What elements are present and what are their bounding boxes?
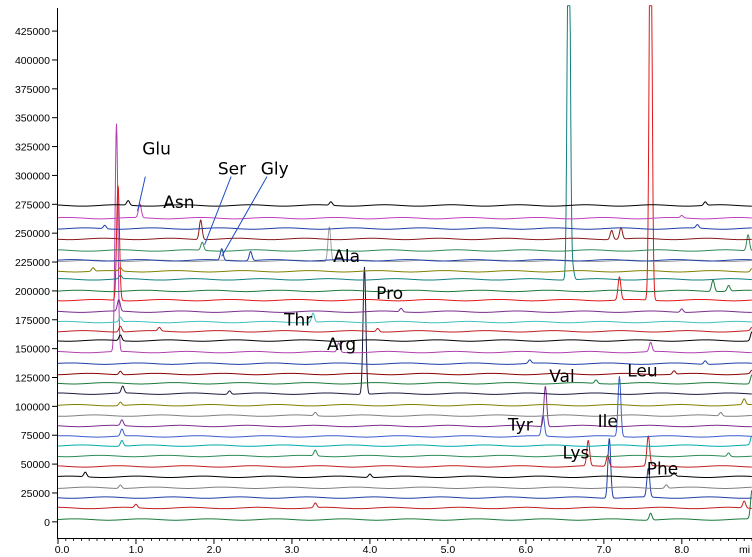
series-line xyxy=(57,219,752,241)
series-line xyxy=(57,312,752,324)
series-line xyxy=(57,266,752,395)
peak-label-glu: Glu xyxy=(142,140,171,160)
y-tick-label: 50000 xyxy=(21,459,50,471)
series-line xyxy=(57,375,752,438)
leader-line xyxy=(204,176,232,245)
peak-label-lys: Lys xyxy=(563,443,590,463)
y-tick-label: 300000 xyxy=(15,170,50,182)
series-line xyxy=(57,359,752,365)
series-line xyxy=(57,325,752,333)
x-tick-label: 8.0 xyxy=(675,544,690,556)
y-tick-label: 325000 xyxy=(15,142,50,154)
y-tick-label: 25000 xyxy=(21,488,50,500)
x-tick-label: 3.0 xyxy=(285,544,300,556)
y-tick-label: 75000 xyxy=(21,430,50,442)
series-line xyxy=(57,200,752,207)
y-tick-label: 0 xyxy=(44,517,50,529)
y-tick-label: 250000 xyxy=(15,228,50,240)
series-line xyxy=(57,203,752,220)
peak-label-gly: Gly xyxy=(261,159,289,179)
labels-layer: Glu Asn Ser Gly Ala Pro Thr Arg Val Leu Tyr Ile Lys P… xyxy=(142,140,678,480)
y-tick-label: 200000 xyxy=(15,286,50,298)
y-tick-label: 100000 xyxy=(15,401,50,413)
x-tick-label: 1.0 xyxy=(129,544,144,556)
x-tick-label: 5.0 xyxy=(441,544,456,556)
x-tick-label: 7.0 xyxy=(597,544,612,556)
series-line xyxy=(57,299,752,313)
series-line xyxy=(57,490,752,521)
peak-label-pro: Pro xyxy=(376,284,403,304)
peak-label-phe: Phe xyxy=(647,459,679,479)
x-tick-label: 2.0 xyxy=(207,544,222,556)
peak-label-arg: Arg xyxy=(327,335,356,355)
leader-layer xyxy=(137,176,268,257)
peak-label-tyr: Tyr xyxy=(507,416,533,436)
axes-layer xyxy=(57,8,752,539)
y-tick-label: 350000 xyxy=(15,113,50,125)
y-tick-label: 225000 xyxy=(15,257,50,269)
series-line xyxy=(57,374,752,385)
series-line xyxy=(57,449,752,458)
series-line xyxy=(57,5,752,281)
peak-label-thr: Thr xyxy=(283,311,312,331)
series-line xyxy=(57,500,752,510)
series-line xyxy=(57,5,752,302)
series-line xyxy=(57,471,752,478)
y-tick-label: 125000 xyxy=(15,372,50,384)
ticks-layer: 0 25000 50000 75000 100000 125000 150000 175000… xyxy=(15,26,752,556)
x-axis-unit-label: mi xyxy=(739,544,750,556)
series-layer xyxy=(57,5,752,521)
leader-line xyxy=(137,176,146,212)
series-line xyxy=(57,224,752,230)
y-tick-label: 375000 xyxy=(15,84,50,96)
series-line xyxy=(57,123,752,354)
series-line xyxy=(57,398,752,407)
series-line xyxy=(57,484,752,489)
series-line xyxy=(57,411,752,417)
peak-label-leu: Leu xyxy=(627,361,657,381)
x-tick-label: 4.0 xyxy=(363,544,378,556)
peak-label-ala: Ala xyxy=(333,247,360,267)
series-line xyxy=(57,385,752,428)
y-tick-label: 425000 xyxy=(15,26,50,38)
series-line xyxy=(57,279,752,293)
series-line xyxy=(57,369,752,376)
series-line xyxy=(57,435,752,468)
y-tick-label: 150000 xyxy=(15,344,50,356)
series-line xyxy=(57,234,752,252)
series-line xyxy=(57,435,752,447)
series-line xyxy=(57,331,752,342)
series-line xyxy=(57,266,752,273)
y-tick-label: 400000 xyxy=(15,55,50,67)
peak-label-ile: Ile xyxy=(598,412,618,432)
peak-label-val: Val xyxy=(549,367,574,387)
series-line xyxy=(57,438,752,499)
x-tick-label: 6.0 xyxy=(519,544,534,556)
peak-label-ser: Ser xyxy=(218,159,246,179)
leader-line xyxy=(221,176,268,257)
y-tick-label: 175000 xyxy=(15,315,50,327)
series-line xyxy=(57,248,752,262)
peak-label-asn: Asn xyxy=(163,193,194,213)
x-tick-label: 0.0 xyxy=(55,544,70,556)
y-tick-label: 275000 xyxy=(15,199,50,211)
